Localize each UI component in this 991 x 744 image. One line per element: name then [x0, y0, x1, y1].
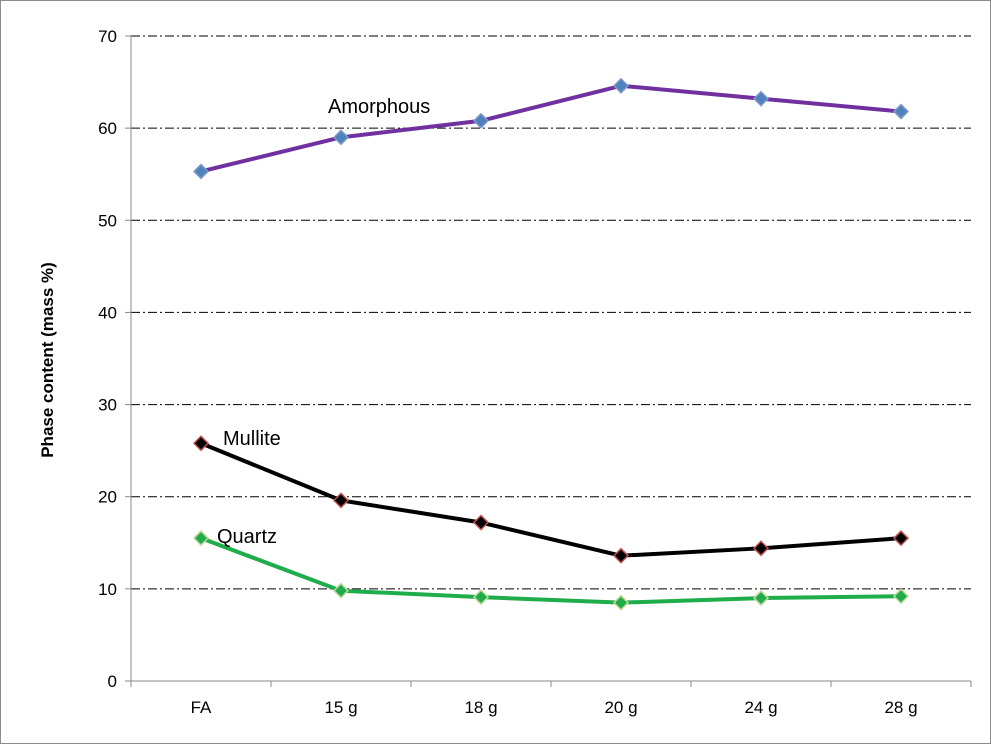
gridlines	[131, 35, 971, 590]
y-tick-label: 30	[98, 396, 117, 415]
data-point-amorphous	[472, 112, 490, 129]
data-point-quartz	[752, 590, 770, 607]
x-tick-label: 28 g	[884, 698, 917, 717]
series-line-amorphous	[199, 83, 903, 174]
series-label-amorphous: Amorphous	[328, 96, 430, 118]
data-point-mullite	[332, 492, 350, 509]
y-tick-label: 50	[98, 211, 117, 230]
x-tick-label: 20 g	[604, 698, 637, 717]
series-labels: Amorphous Mullite Quartz	[217, 96, 430, 548]
y-tick-label: 20	[98, 488, 117, 507]
data-point-quartz	[192, 530, 210, 547]
series-line-quartz	[199, 536, 903, 605]
data-point-amorphous	[612, 77, 630, 94]
y-tick-label: 10	[98, 580, 117, 599]
data-point-quartz	[612, 594, 630, 611]
x-tick-labels: FA 15 g 18 g 20 g 24 g 28 g	[191, 698, 918, 717]
axes	[125, 35, 972, 687]
data-point-quartz	[332, 582, 350, 599]
data-point-mullite	[892, 530, 910, 547]
y-axis-title: Phase content (mass %)	[38, 262, 57, 458]
series-line-mullite	[199, 441, 903, 558]
data-point-mullite	[192, 435, 210, 452]
data-point-amorphous	[752, 90, 770, 107]
data-point-mullite	[612, 547, 630, 564]
x-tick-label: 24 g	[744, 698, 777, 717]
data-point-quartz	[892, 588, 910, 605]
x-tick-label: 15 g	[324, 698, 357, 717]
x-tick-label: FA	[191, 698, 212, 717]
data-point-mullite	[472, 514, 490, 531]
data-point-amorphous	[892, 103, 910, 120]
y-tick-label: 0	[108, 672, 117, 691]
x-tick-label: 18 g	[464, 698, 497, 717]
data-point-amorphous	[332, 129, 350, 146]
data-point-quartz	[472, 589, 490, 606]
series-markers	[192, 77, 910, 611]
y-tick-label: 70	[98, 27, 117, 46]
data-point-amorphous	[192, 163, 210, 180]
y-tick-label: 40	[98, 303, 117, 322]
series-lines	[199, 83, 903, 605]
y-tick-label: 60	[98, 119, 117, 138]
data-point-mullite	[752, 540, 770, 557]
y-tick-labels: 0 10 20 30 40 50 60 70	[98, 27, 117, 691]
series-label-mullite: Mullite	[223, 428, 281, 450]
series-label-quartz: Quartz	[217, 526, 277, 548]
